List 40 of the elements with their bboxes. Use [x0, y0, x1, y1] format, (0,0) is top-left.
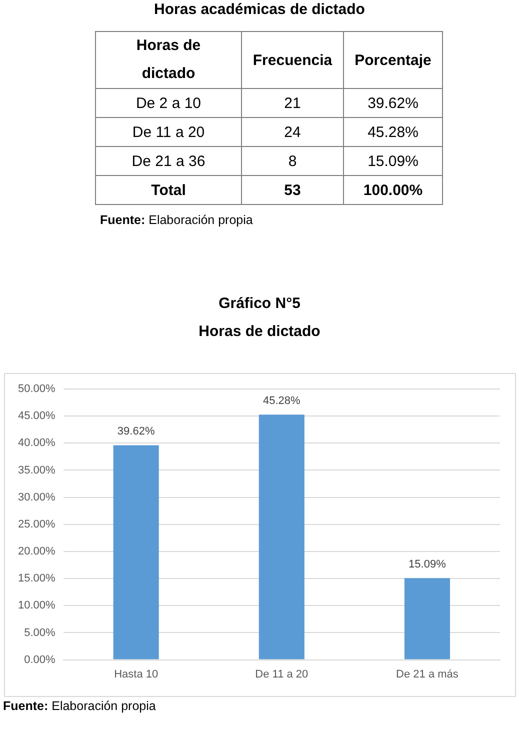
- data-label: 15.09%: [344, 146, 442, 176]
- bar: [404, 578, 450, 660]
- category-label: De 11 a 20: [96, 118, 242, 146]
- text: Horas académicas de dictado: [153, 1, 366, 19]
- data-label: 45.28%: [263, 395, 301, 408]
- category-label: De 2 a 10: [96, 88, 242, 118]
- source-note: Fuente: Elaboración propia: [100, 213, 253, 228]
- data-label: 8: [242, 146, 344, 176]
- data-label: 53: [242, 176, 344, 204]
- data-label: 45.28%: [344, 118, 442, 146]
- y-tick-label: 45.00%: [18, 410, 56, 422]
- data-label: 39.62%: [117, 426, 155, 438]
- data-label: 24: [242, 118, 344, 146]
- y-tick-label: 35.00%: [18, 464, 56, 476]
- y-tick-label: 40.00%: [18, 437, 56, 450]
- category-label: De 21 a 36: [96, 146, 242, 176]
- bar: [258, 414, 304, 660]
- text: Porcentaje: [344, 32, 442, 88]
- chart-subtitle: Horas de dictado: [198, 323, 322, 341]
- category-label: Total: [96, 176, 242, 204]
- text: Frecuencia: [242, 32, 344, 88]
- text: Horas de dictado: [96, 32, 242, 88]
- source-note: Fuente: Elaboración propia: [3, 699, 156, 714]
- y-tick-label: 25.00%: [18, 518, 56, 530]
- data-label: 100.00%: [344, 176, 442, 204]
- y-tick-label: 0.00%: [24, 654, 56, 666]
- y-tick-label: 20.00%: [18, 546, 56, 558]
- chart-title: Gráfico N°5: [218, 295, 302, 313]
- y-tick-label: 5.00%: [24, 626, 56, 639]
- x-tick-label: Hasta 10: [114, 668, 158, 680]
- y-tick-label: 10.00%: [18, 600, 56, 612]
- y-tick-label: 50.00%: [18, 383, 56, 396]
- y-tick-label: 15.00%: [18, 572, 56, 585]
- data-label: 21: [242, 88, 344, 118]
- x-tick-label: De 11 a 20: [255, 668, 308, 680]
- bar: [113, 445, 159, 660]
- data-label: 15.09%: [408, 558, 446, 571]
- x-tick-label: De 21 a más: [396, 668, 459, 680]
- data-label: 39.62%: [344, 88, 442, 118]
- y-tick-label: 30.00%: [18, 491, 56, 504]
